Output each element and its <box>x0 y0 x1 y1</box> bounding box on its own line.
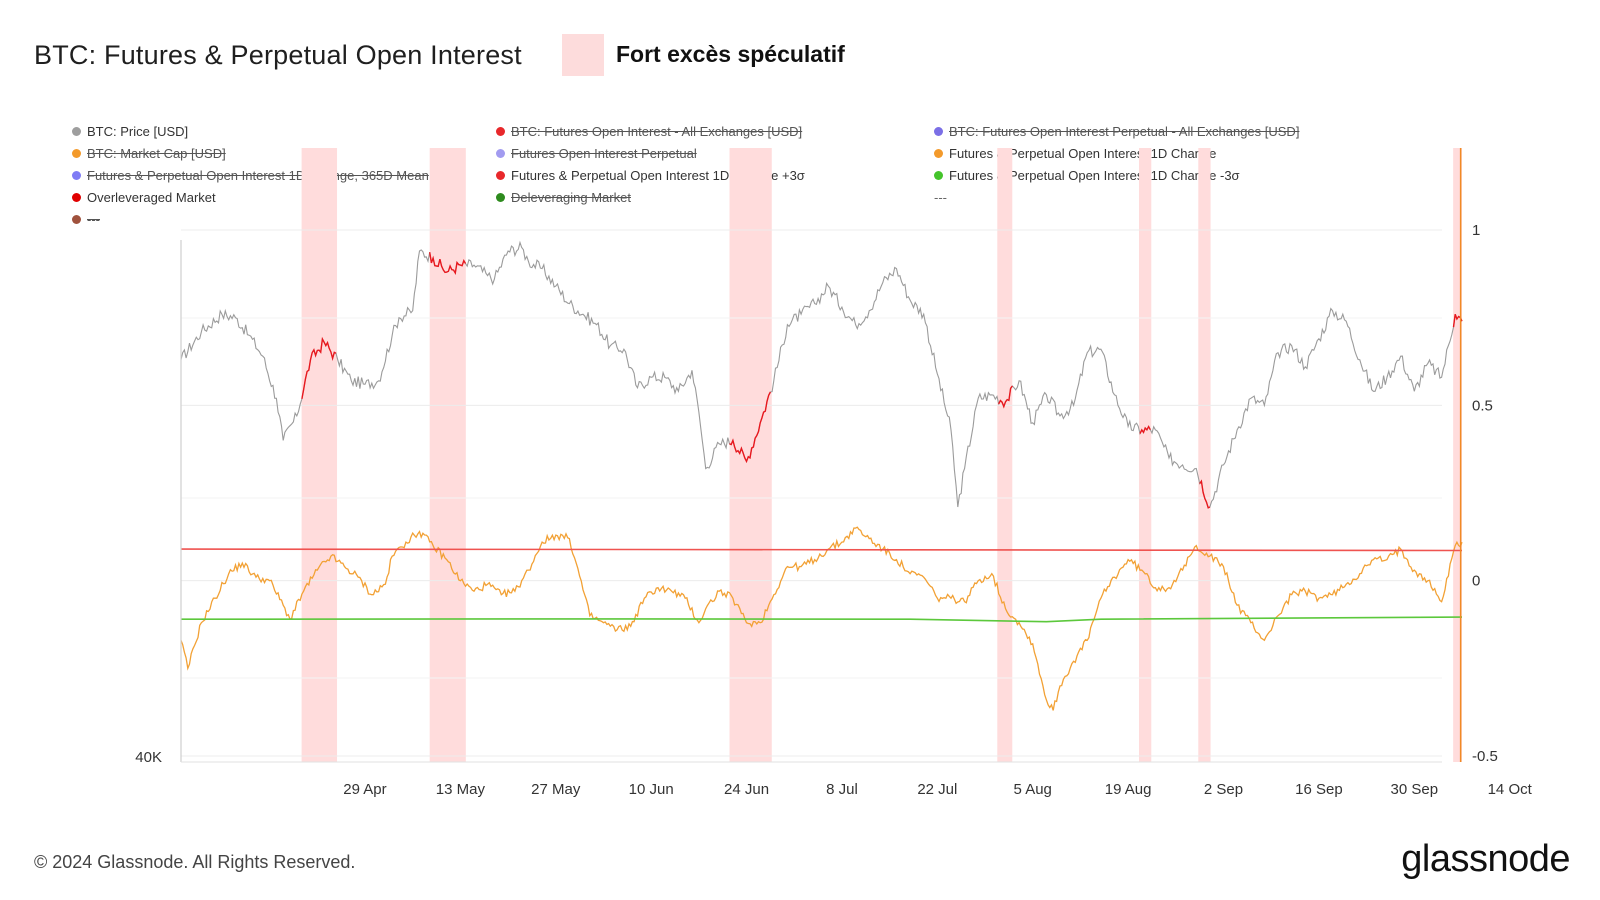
overleveraged-band <box>729 148 772 762</box>
legend-label: BTC: Market Cap [USD] <box>87 146 226 161</box>
legend-dot-icon <box>72 215 81 224</box>
x-tick-label: 19 Aug <box>1105 781 1152 798</box>
gridlines <box>181 229 1442 757</box>
y-tick-label: 0 <box>1472 573 1480 590</box>
legend-item[interactable]: BTC: Futures Open Interest Perpetual - A… <box>934 124 1299 139</box>
legend-label: BTC: Price [USD] <box>87 124 189 139</box>
series-lines <box>180 148 1463 762</box>
legend-item[interactable]: --- <box>72 212 100 227</box>
price-overleveraged-segment <box>1139 425 1151 434</box>
legend-dot-icon <box>496 127 505 136</box>
plus3sigma-line <box>180 548 1463 552</box>
legend-dot-icon <box>934 171 943 180</box>
price-overleveraged-segment <box>1452 313 1463 328</box>
x-tick-label: 13 May <box>436 781 486 798</box>
legend-label: Overleveraged Market <box>87 190 216 205</box>
legend-label: Futures & Perpetual Open Interest 1D Cha… <box>511 168 805 183</box>
overleveraged-band <box>429 148 466 762</box>
overleveraged-band <box>1198 148 1211 762</box>
price-overleveraged-segment <box>998 385 1013 409</box>
legend-dot-icon <box>72 127 81 136</box>
legend-label: --- <box>934 190 947 205</box>
x-tick-label: 16 Sep <box>1295 781 1343 798</box>
legend-label: BTC: Futures Open Interest - All Exchang… <box>511 124 803 139</box>
legend-item[interactable]: Deleveraging Market <box>496 190 631 205</box>
x-tick-label: 24 Jun <box>724 781 769 798</box>
legend-item[interactable]: BTC: Futures Open Interest - All Exchang… <box>496 124 802 139</box>
series-oi_change <box>180 526 1463 711</box>
y-tick-label: 1 <box>1472 222 1480 239</box>
series-minus3sigma <box>180 616 1463 623</box>
series-price <box>180 240 1463 509</box>
legend-item[interactable]: --- <box>934 190 947 205</box>
legend-item[interactable]: Overleveraged Market <box>72 190 216 205</box>
legend-label: BTC: Futures Open Interest Perpetual - A… <box>949 124 1300 139</box>
oi-change-line <box>180 526 1463 711</box>
x-tick-label: 5 Aug <box>1014 781 1052 798</box>
legend-dot-icon <box>72 171 81 180</box>
overleveraged-band <box>997 148 1013 762</box>
legend-dot-icon <box>496 149 505 158</box>
x-tick-label: 27 May <box>531 781 581 798</box>
overleveraged-band <box>301 148 338 762</box>
legend-item[interactable]: Futures & Perpetual Open Interest 1D Cha… <box>72 168 429 183</box>
legend-dot-icon <box>72 193 81 202</box>
y-tick-label: -0.5 <box>1472 748 1498 765</box>
x-tick-label: 10 Jun <box>629 781 674 798</box>
price-overleveraged-segment <box>729 391 772 464</box>
price-overleveraged-segment <box>1199 479 1211 509</box>
legend-item[interactable]: BTC: Market Cap [USD] <box>72 146 226 161</box>
legend-label: Futures & Perpetual Open Interest 1D Cha… <box>949 146 1217 161</box>
legend-item[interactable]: Futures & Perpetual Open Interest 1D Cha… <box>496 168 805 183</box>
x-tick-label: 30 Sep <box>1391 781 1439 798</box>
x-tick-label: 14 Oct <box>1488 781 1533 798</box>
overleveraged-band <box>1453 148 1462 762</box>
legend-dot-icon <box>496 193 505 202</box>
legend-label: Futures Open Interest Perpetual <box>511 146 697 161</box>
brand-logo: glassnode <box>1401 838 1570 880</box>
x-tick-label: 29 Apr <box>343 781 386 798</box>
price-line <box>180 240 1463 509</box>
legend-item[interactable]: Futures Open Interest Perpetual <box>496 146 697 161</box>
minus3sigma-line <box>180 616 1463 623</box>
legend-label: Deleveraging Market <box>511 190 631 205</box>
chart-title: BTC: Futures & Perpetual Open Interest <box>34 40 522 70</box>
price-overleveraged-segment <box>301 336 337 400</box>
price-overleveraged-segment <box>429 252 467 276</box>
legend-item[interactable]: Futures & Perpetual Open Interest 1D Cha… <box>934 168 1240 183</box>
legend-dot-icon <box>72 149 81 158</box>
x-tick-label: 22 Jul <box>917 781 957 798</box>
series-plus3sigma <box>180 548 1463 552</box>
legend-item[interactable]: Futures & Perpetual Open Interest 1D Cha… <box>934 146 1216 161</box>
x-tick-label: 8 Jul <box>826 781 858 798</box>
overleveraged-band <box>1139 148 1152 762</box>
legend-dot-icon <box>934 127 943 136</box>
overleveraged-shading <box>301 148 1462 762</box>
legend-label: Futures & Perpetual Open Interest 1D Cha… <box>87 168 429 183</box>
legend-label: --- <box>87 212 100 227</box>
x-tick-label: 2 Sep <box>1204 781 1243 798</box>
axes: 1 0.5 0 -0.5 40K 29 Apr 13 May 27 May 10 Jun 24 J… <box>135 222 1532 798</box>
legend-label: Futures & Perpetual Open Interest 1D Cha… <box>949 168 1240 183</box>
copyright-text: © 2024 Glassnode. All Rights Reserved. <box>34 852 356 872</box>
legend-dot-icon <box>496 171 505 180</box>
annotation-swatch <box>562 34 604 76</box>
left-tick-label: 40K <box>135 749 162 766</box>
annotation-label: Fort excès spéculatif <box>616 41 845 67</box>
y-tick-label: 0.5 <box>1472 397 1493 414</box>
legend-item[interactable]: BTC: Price [USD] <box>72 124 188 139</box>
legend-dot-icon <box>934 149 943 158</box>
